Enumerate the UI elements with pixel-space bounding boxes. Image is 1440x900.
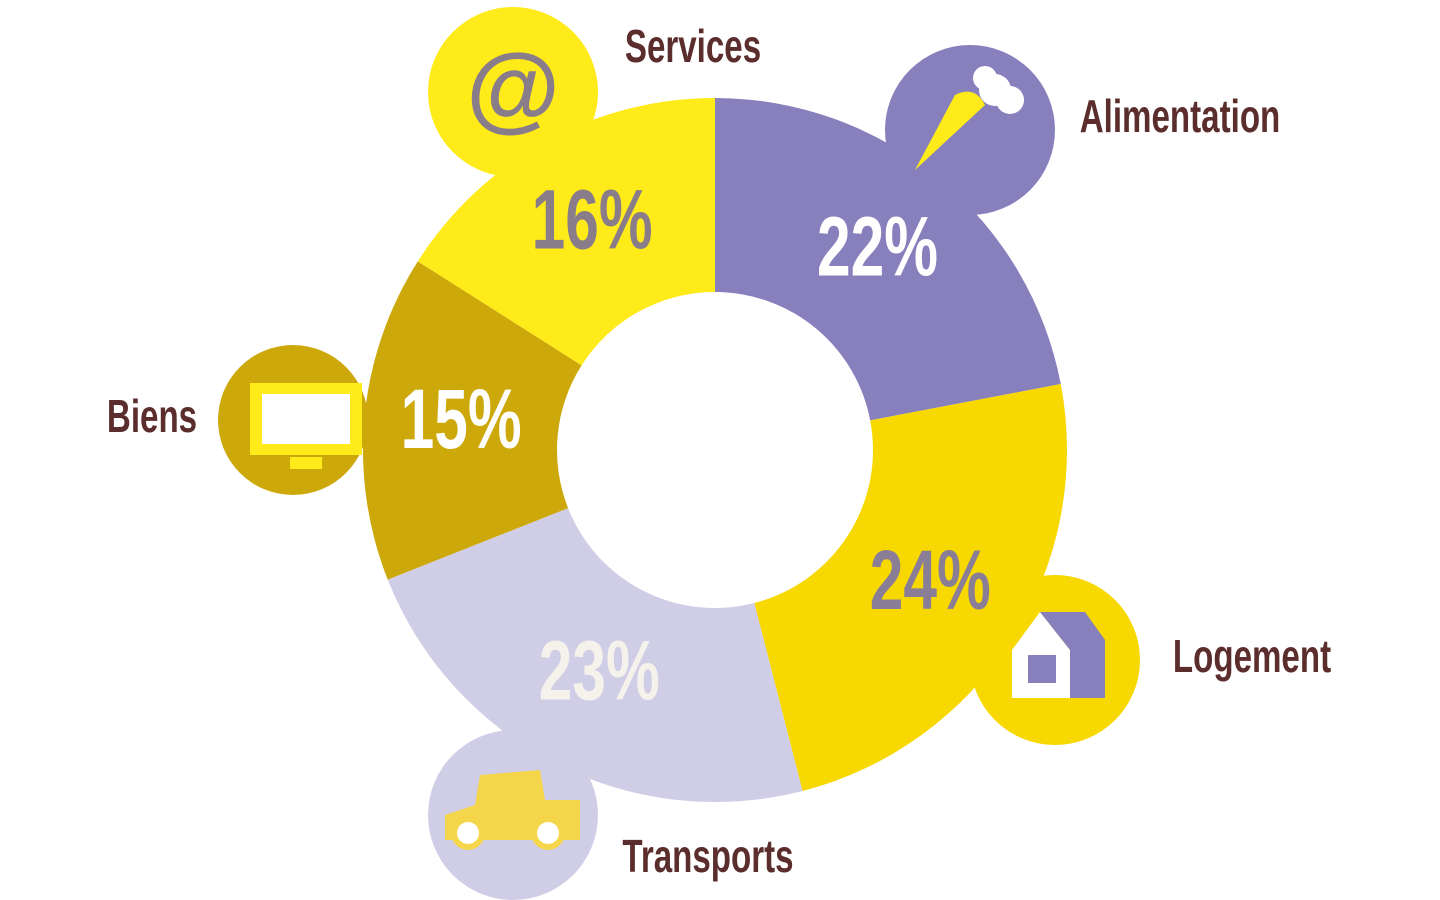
house-roof bbox=[1040, 612, 1105, 698]
value-label: 16% bbox=[532, 173, 653, 267]
donut bbox=[363, 98, 1067, 802]
at-icon: @ bbox=[466, 34, 560, 141]
slice bbox=[363, 261, 582, 580]
carrot-icon bbox=[915, 91, 985, 170]
category-label: Alimentation bbox=[1080, 92, 1281, 142]
house-window bbox=[1028, 655, 1056, 683]
slice bbox=[754, 384, 1067, 791]
value-label: 22% bbox=[817, 200, 938, 294]
category-label: Biens bbox=[107, 392, 197, 442]
icons: @ bbox=[218, 7, 1140, 900]
category-label: Logement bbox=[1173, 632, 1331, 682]
tv-screen bbox=[262, 394, 350, 444]
value-label: 23% bbox=[539, 624, 660, 718]
value-label: 15% bbox=[401, 372, 522, 466]
slice bbox=[417, 98, 715, 366]
labels: 22% Alimentation 24% Logement 23% Transports 1… bbox=[107, 22, 1331, 882]
car-wheel bbox=[451, 816, 485, 850]
category-label: Transports bbox=[622, 832, 793, 882]
slice bbox=[715, 98, 1061, 421]
icon-circle bbox=[428, 7, 598, 177]
slice bbox=[387, 508, 803, 802]
carrot-leaf bbox=[996, 86, 1024, 114]
icon-circle bbox=[885, 45, 1055, 215]
carrot-leaf bbox=[973, 66, 997, 90]
value-label: 24% bbox=[870, 533, 991, 627]
category-label: Services bbox=[625, 22, 761, 72]
car-wheel bbox=[531, 816, 565, 850]
tv-stand bbox=[290, 457, 322, 469]
